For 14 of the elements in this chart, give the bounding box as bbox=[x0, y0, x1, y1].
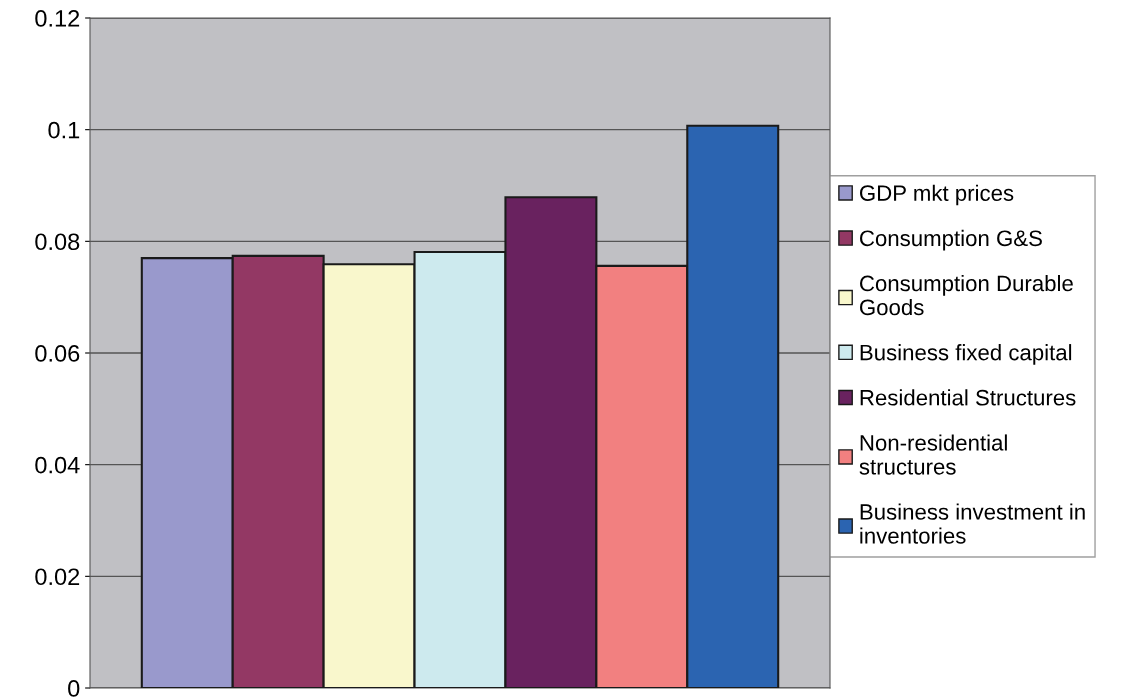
legend-label: Residential Structures bbox=[860, 389, 1076, 406]
legend-label: Non-residential structures bbox=[859, 434, 1007, 475]
y-tick-label: 0.04 bbox=[35, 456, 80, 474]
legend-label: Business fixed capital bbox=[860, 344, 1072, 365]
legend-label: GDP mkt prices bbox=[860, 184, 1014, 206]
y-tick-label: 0.08 bbox=[35, 233, 80, 251]
y-tick-label: 0.1 bbox=[48, 121, 80, 139]
y-tick-label: 0.12 bbox=[35, 10, 80, 27]
legend-label: Consumption G&S bbox=[860, 229, 1042, 251]
y-tick-label: 0.02 bbox=[35, 568, 80, 586]
y-tick-label: 0.06 bbox=[35, 345, 80, 362]
legend-label: Consumption Durable Goods bbox=[860, 274, 1073, 316]
y-tick-label: 0 bbox=[68, 680, 80, 697]
legend-label: Business investment in inventories bbox=[860, 503, 1085, 544]
